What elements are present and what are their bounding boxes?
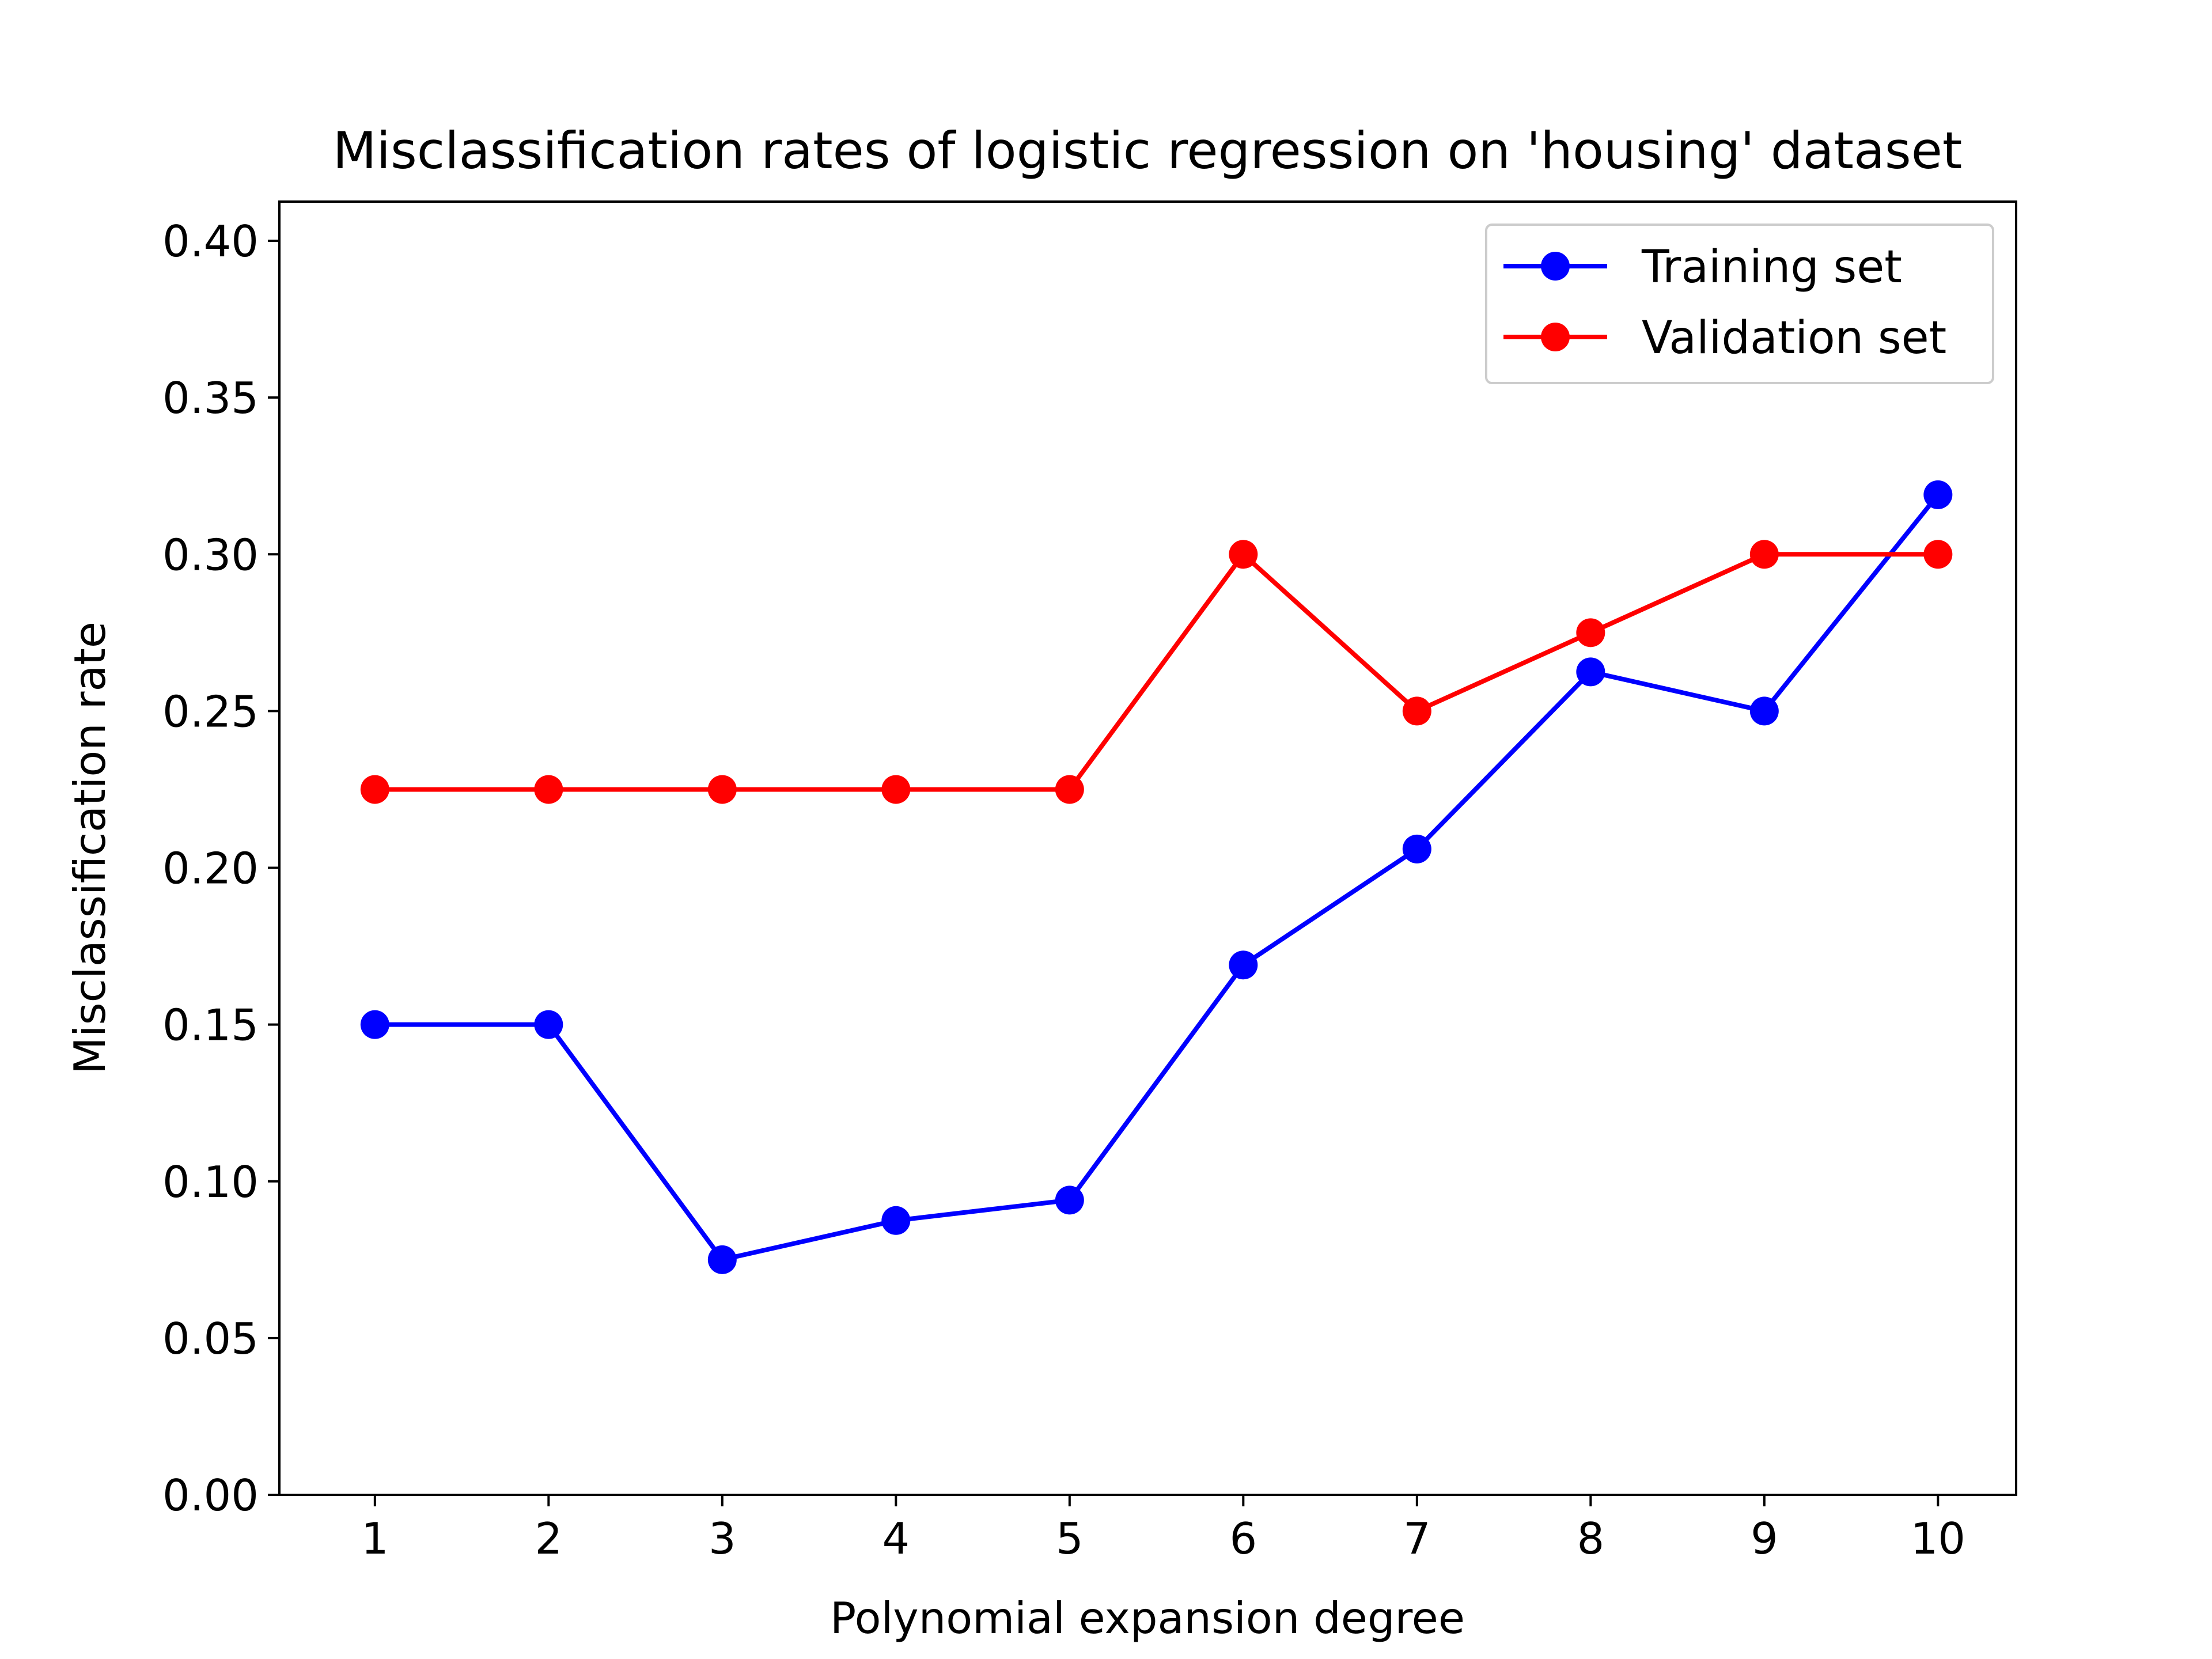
data-point	[534, 1010, 563, 1039]
x-axis-label: Polynomial expansion degree	[830, 1593, 1465, 1643]
data-point	[1055, 775, 1084, 804]
y-axis-label: Misclassification rate	[65, 622, 115, 1074]
y-tick-label: 0.00	[162, 1470, 259, 1521]
data-point	[1923, 540, 1953, 569]
data-point	[1923, 480, 1953, 509]
y-tick-label: 0.10	[162, 1157, 259, 1207]
data-point	[881, 1206, 911, 1235]
data-point	[707, 1245, 737, 1274]
x-tick-label: 8	[1577, 1513, 1604, 1564]
data-point	[707, 775, 737, 804]
x-tick-label: 6	[1229, 1513, 1257, 1564]
x-tick-label: 9	[1751, 1513, 1778, 1564]
y-tick-label: 0.40	[162, 216, 259, 267]
data-point	[1576, 618, 1605, 647]
legend-label: Training set	[1641, 241, 1902, 293]
data-point	[1229, 950, 1258, 980]
x-tick-label: 4	[882, 1513, 910, 1564]
legend-marker	[1541, 323, 1570, 351]
x-tick-label: 10	[1911, 1513, 1965, 1564]
data-point	[360, 775, 389, 804]
data-point	[881, 775, 911, 804]
legend-marker	[1541, 252, 1570, 281]
series-line-0	[374, 493, 1940, 1262]
axes-frame	[278, 200, 2017, 1496]
data-point	[1055, 1185, 1084, 1215]
series-line-1	[374, 552, 1938, 792]
x-tick-label: 5	[1056, 1513, 1084, 1564]
y-tick-label: 0.05	[162, 1313, 259, 1364]
y-tick-label: 0.20	[162, 843, 259, 894]
y-tick-label: 0.30	[162, 529, 259, 580]
data-point	[1749, 540, 1779, 569]
y-tick-label: 0.25	[162, 686, 259, 737]
legend-label: Validation set	[1642, 312, 1946, 364]
x-tick-label: 3	[709, 1513, 736, 1564]
x-tick-label: 7	[1403, 1513, 1431, 1564]
y-tick-label: 0.15	[162, 1000, 259, 1051]
data-point	[1749, 696, 1779, 726]
data-point	[534, 775, 563, 804]
plot-area: 0.00 0.05 0.10 0.15 0.20 0.25 0.30 0.35 0.40 1 2 3 4…	[162, 216, 1994, 1564]
legend-box	[1485, 224, 1994, 384]
y-tick-label: 0.35	[162, 373, 259, 423]
x-tick-label: 2	[535, 1513, 562, 1564]
chart-title: Misclassification rates of logistic regr…	[333, 121, 1963, 180]
data-point	[1229, 540, 1258, 569]
x-tick-label: 1	[361, 1513, 389, 1564]
data-point	[360, 1010, 389, 1039]
data-point	[1402, 834, 1431, 863]
data-point	[1402, 696, 1431, 726]
data-point	[1576, 657, 1605, 687]
